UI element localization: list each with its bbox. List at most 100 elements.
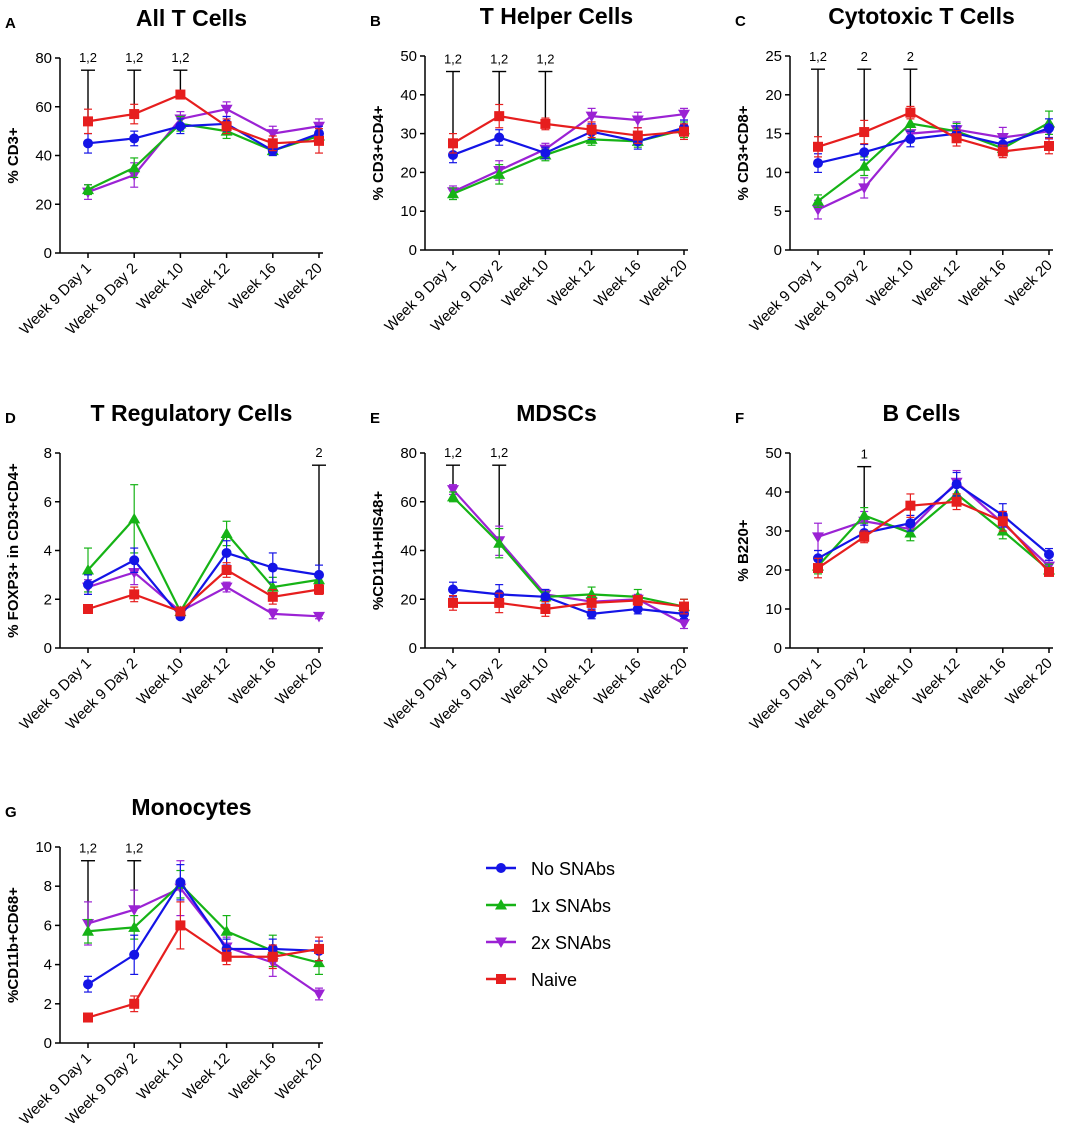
data-point bbox=[494, 597, 505, 608]
data-point bbox=[82, 564, 94, 575]
legend-item: No SNAbs bbox=[486, 859, 615, 879]
data-point bbox=[904, 526, 917, 538]
data-point bbox=[83, 579, 93, 590]
data-point bbox=[447, 187, 459, 199]
y-tick-label: 30 bbox=[765, 523, 782, 540]
x-tick-label: Week 12 bbox=[910, 257, 964, 311]
series-line bbox=[452, 114, 685, 145]
series-line bbox=[87, 880, 320, 986]
data-point bbox=[632, 595, 643, 606]
x-tick-label: Week 20 bbox=[272, 655, 326, 709]
y-axis-label: % FOXP3+ in CD3+CD4+ bbox=[5, 463, 22, 638]
y-tick-label: 8 bbox=[44, 445, 52, 462]
x-tick-label: Week 10 bbox=[499, 655, 553, 709]
data-point bbox=[221, 565, 232, 575]
legend-label: Naive bbox=[531, 970, 577, 990]
data-point bbox=[905, 107, 916, 118]
significance-label: 1,2 bbox=[444, 445, 462, 460]
data-point bbox=[175, 877, 186, 888]
data-point bbox=[221, 951, 232, 962]
data-point bbox=[585, 588, 598, 599]
data-point bbox=[632, 130, 643, 141]
y-tick-label: 20 bbox=[765, 87, 782, 104]
significance-label: 2 bbox=[907, 49, 914, 64]
data-point bbox=[447, 485, 459, 496]
x-tick-label: Week 16 bbox=[956, 655, 1010, 709]
y-tick-label: 80 bbox=[35, 50, 52, 67]
x-tick-label: Week 20 bbox=[637, 655, 691, 709]
data-point bbox=[83, 979, 93, 990]
y-tick-label: 40 bbox=[400, 543, 417, 560]
series-naive bbox=[83, 562, 324, 617]
series-line bbox=[453, 599, 685, 611]
data-point bbox=[175, 920, 186, 931]
series-2x-snabs bbox=[447, 107, 690, 199]
y-tick-label: 0 bbox=[44, 1035, 52, 1052]
y-axis-label: %CD11b+CD68+ bbox=[5, 887, 22, 1003]
data-point bbox=[859, 147, 870, 158]
data-point bbox=[813, 158, 823, 169]
data-point bbox=[586, 597, 597, 608]
x-tick-label: Week 10 bbox=[134, 260, 188, 314]
series-1x-snabs bbox=[82, 115, 325, 196]
significance-label: 2 bbox=[861, 49, 868, 64]
data-point bbox=[540, 591, 551, 602]
data-point bbox=[129, 133, 140, 144]
series-line bbox=[87, 886, 320, 995]
significance-label: 2 bbox=[315, 445, 322, 460]
y-tick-label: 0 bbox=[409, 242, 417, 259]
panel-letter: C bbox=[735, 13, 746, 30]
data-point bbox=[812, 195, 824, 206]
x-tick-label: Week 16 bbox=[591, 257, 645, 311]
y-tick-label: 6 bbox=[44, 494, 52, 511]
data-point bbox=[951, 133, 962, 144]
x-tick-label: Week 12 bbox=[910, 655, 964, 709]
data-point bbox=[313, 611, 325, 623]
legend-marker bbox=[496, 974, 506, 984]
y-tick-label: 40 bbox=[35, 148, 52, 165]
significance-label: 1 bbox=[861, 447, 868, 462]
data-point bbox=[128, 512, 141, 524]
y-tick-label: 0 bbox=[44, 640, 52, 657]
series-naive bbox=[83, 901, 324, 1023]
data-point bbox=[951, 496, 962, 507]
y-tick-label: 20 bbox=[400, 591, 417, 608]
series-no-snabs bbox=[83, 115, 324, 157]
data-point bbox=[313, 956, 325, 968]
significance-label: 1,2 bbox=[125, 841, 143, 856]
series-naive bbox=[83, 89, 324, 154]
x-tick-label: Week 12 bbox=[180, 260, 234, 314]
data-point bbox=[813, 563, 823, 574]
data-point bbox=[129, 998, 140, 1009]
data-point bbox=[267, 951, 278, 962]
x-tick-label: Week 20 bbox=[1002, 257, 1056, 311]
x-tick-label: Week 16 bbox=[226, 655, 280, 709]
significance-label: 1,2 bbox=[444, 52, 462, 67]
data-point bbox=[997, 516, 1008, 527]
data-point bbox=[83, 604, 93, 614]
y-tick-label: 60 bbox=[35, 99, 52, 116]
series-line bbox=[87, 516, 320, 614]
data-point bbox=[220, 104, 233, 116]
chart-panel-d: D T Regulatory Cells 0 2 4 6 8 % FOXP3+ in CD3+… bbox=[5, 400, 326, 733]
data-point bbox=[859, 531, 870, 542]
panel-title: T Regulatory Cells bbox=[91, 400, 293, 426]
data-point bbox=[267, 591, 278, 602]
y-tick-label: 20 bbox=[35, 196, 52, 213]
x-tick-label: Week 16 bbox=[226, 1050, 280, 1104]
y-tick-label: 5 bbox=[774, 203, 782, 220]
data-point bbox=[585, 111, 598, 123]
x-tick-label: Week 10 bbox=[134, 655, 188, 709]
panel-title: Cytotoxic T Cells bbox=[828, 3, 1015, 29]
legend-item: Naive bbox=[486, 970, 577, 990]
legend-item: 1x SNAbs bbox=[486, 896, 611, 916]
x-tick-label: Week 16 bbox=[226, 260, 280, 314]
series-line bbox=[87, 923, 320, 1019]
legend-marker bbox=[495, 937, 507, 948]
data-point bbox=[859, 127, 870, 138]
y-tick-label: 6 bbox=[44, 917, 52, 934]
series-2x-snabs bbox=[812, 469, 1055, 573]
significance-label: 1,2 bbox=[125, 50, 143, 65]
significance-label: 1,2 bbox=[490, 445, 508, 460]
panel-letter: G bbox=[5, 804, 17, 821]
